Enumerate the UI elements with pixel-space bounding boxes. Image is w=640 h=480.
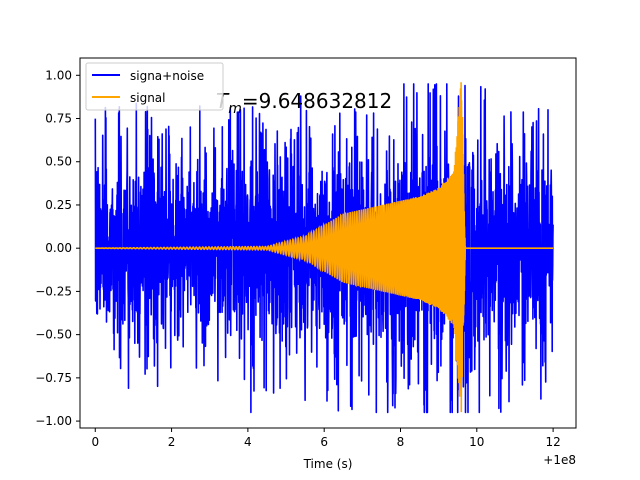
annotation-value: =9.648632812 <box>242 89 392 113</box>
y-tick-label: 0.25 <box>45 198 72 212</box>
series-signal-line <box>95 82 554 413</box>
x-tick-label: 2 <box>168 435 176 449</box>
y-tick-label: 0.75 <box>45 112 72 126</box>
x-offset-label: +1e8 <box>543 453 576 467</box>
x-tick-label: 4 <box>244 435 252 449</box>
x-tick-label: 0 <box>91 435 99 449</box>
x-axis-ticks: 0 2 4 6 8 10 12 <box>91 428 561 449</box>
x-tick-label: 12 <box>545 435 560 449</box>
x-tick-label: 10 <box>469 435 484 449</box>
plot-frame <box>79 57 577 429</box>
y-tick-label: −0.25 <box>35 284 72 298</box>
x-tick-label: 8 <box>397 435 405 449</box>
y-tick-label: −0.50 <box>35 328 72 342</box>
y-axis-ticks: −1.00 −0.75 −0.50 −0.25 0.00 0.25 0.50 0.75 1.00 <box>35 68 80 428</box>
x-axis-label: Time (s) <box>303 457 353 471</box>
merger-time-annotation: Tm=9.648632812 <box>216 89 392 117</box>
legend-box <box>85 62 224 111</box>
annotation-subscript: m <box>228 101 242 117</box>
series-layer <box>94 82 554 414</box>
y-tick-label: 0.00 <box>45 241 72 255</box>
y-tick-label: −1.00 <box>35 414 72 428</box>
legend-label-signa-noise: signa+noise <box>130 69 204 83</box>
legend: signa+noise signal <box>85 62 224 111</box>
y-tick-label: −0.75 <box>35 371 72 385</box>
legend-label-signal: signal <box>130 91 166 105</box>
series-signa-noise-line <box>94 83 554 414</box>
y-tick-label: 0.50 <box>45 155 72 169</box>
y-tick-label: 1.00 <box>45 68 72 82</box>
x-tick-label: 6 <box>320 435 328 449</box>
